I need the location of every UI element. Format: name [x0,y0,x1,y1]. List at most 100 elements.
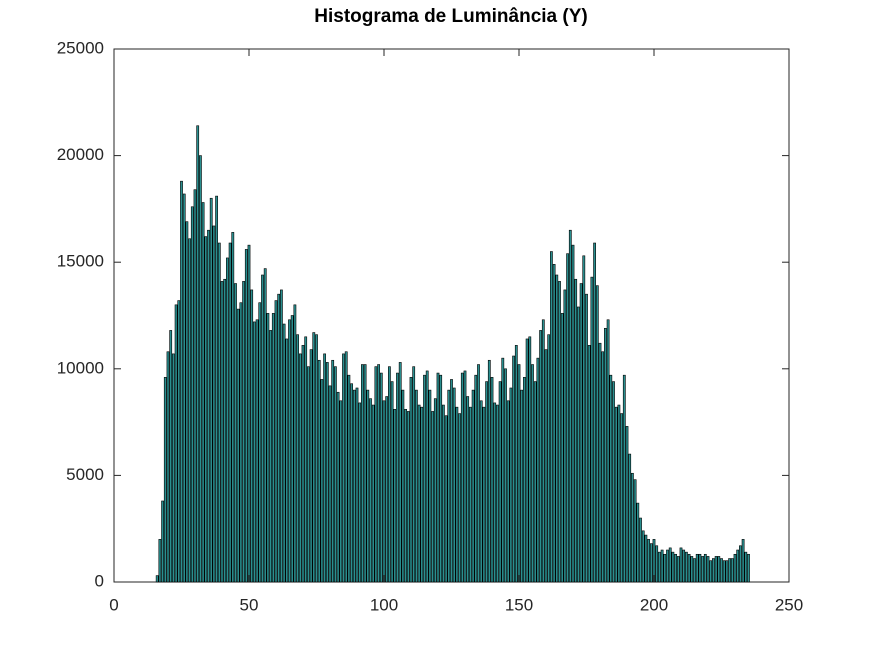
y-tick-label: 15000 [57,252,104,271]
bar [385,396,389,583]
bar [301,345,305,583]
bar [158,539,162,583]
bar [609,374,613,583]
bar [647,539,650,583]
bar [590,276,594,583]
bar [401,389,405,583]
bar [320,379,324,583]
bar [223,278,227,583]
bar [366,389,370,583]
bar [282,323,286,583]
bar [612,381,615,583]
bar [193,189,197,583]
bar [425,370,429,583]
bar [536,357,540,583]
bar [190,206,194,583]
bar [544,349,548,583]
bar [501,357,505,583]
bar [455,406,459,583]
bar [247,244,251,583]
bar [463,370,467,583]
bar [439,374,443,583]
bar [215,195,218,583]
bar [388,366,391,583]
bar [234,283,237,583]
bar [601,351,605,583]
bar [593,242,596,583]
bar [531,364,534,583]
bar [339,400,343,583]
bar [450,379,453,583]
bar [717,556,721,583]
bar [733,553,737,583]
bar [355,387,359,583]
bar [182,193,186,583]
bar [595,285,599,583]
bar [442,404,445,583]
x-tick-label: 0 [109,595,118,614]
bar [614,406,618,583]
bar [371,404,375,583]
bar [293,304,297,583]
bar [525,338,529,583]
bar [228,242,232,583]
bar [185,221,189,583]
bar [579,283,583,583]
bar [649,543,653,583]
bar [517,364,521,583]
bar [290,315,294,583]
bar [409,377,413,583]
bar [523,377,526,583]
bar [636,502,640,583]
bar [369,398,372,583]
bar [347,374,351,583]
bar [163,377,167,583]
bar [307,366,310,583]
bar [493,402,497,583]
bar [274,300,278,583]
bar [693,558,696,583]
bar [161,500,164,583]
x-tick-label: 50 [240,595,259,614]
bar [344,351,348,583]
bar [668,547,672,583]
bar [199,155,202,583]
bar [585,293,588,583]
bar [598,342,602,583]
bar [703,553,707,583]
bar [431,411,434,583]
bar [317,359,321,583]
bar [342,353,345,583]
bar [739,545,742,583]
bar [352,389,356,583]
bar [504,368,507,583]
bar [415,389,418,583]
bar [315,334,318,583]
bar [377,364,380,583]
bar [633,479,637,583]
bar [498,381,502,583]
bar [296,334,299,583]
bar [263,268,267,583]
bar [304,336,308,583]
bar [639,517,642,583]
bar [620,413,623,583]
bar [701,556,704,583]
bar [641,530,645,583]
bar [196,125,200,583]
bar [728,558,731,583]
x-tick-label: 200 [640,595,668,614]
bar [736,549,740,583]
bar [172,353,175,583]
bar [552,264,556,583]
bar [587,345,591,583]
bar [460,372,464,583]
bar [744,551,748,583]
bar [687,553,691,583]
bar [180,180,183,583]
bar [722,560,726,583]
bar [417,404,421,583]
bar [174,304,178,583]
chart-title: Histograma de Luminância (Y) [314,6,587,27]
